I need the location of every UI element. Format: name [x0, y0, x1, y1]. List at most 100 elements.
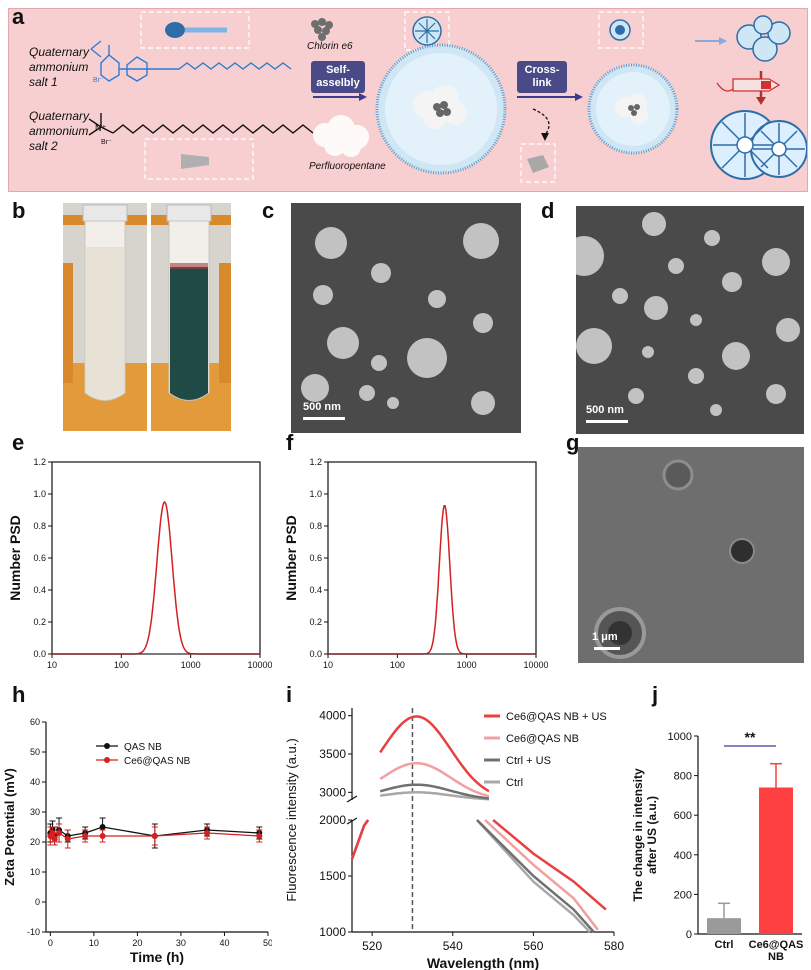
scale-bar-d: [586, 420, 628, 423]
panel-letter-e: e: [12, 430, 25, 455]
bar: [707, 918, 741, 934]
y-tick-label: 60: [30, 717, 40, 727]
y-tick-label: 0.6: [309, 553, 322, 563]
chart-f: 0.00.20.40.60.81.01.210100100010000Size …: [283, 457, 548, 670]
data-point: [99, 833, 106, 839]
y-tick-label: 1000: [668, 731, 692, 743]
x-tick-label: 50: [263, 938, 272, 948]
legend-marker: [104, 757, 110, 763]
chart-h: -10 0 10 20 30 40 50 60 0 10 20 30 40 50 Time (h) Zeta …: [2, 717, 272, 965]
spectrum-peak: [380, 791, 490, 801]
panel-letter-a: a: [12, 4, 25, 29]
y-tick-label: 0.0: [309, 649, 322, 659]
series-line: [49, 831, 260, 841]
self-assembly-step: Self-asselbly: [311, 61, 365, 93]
y-tick-label: 0.2: [309, 617, 322, 627]
psd-curve: [52, 500, 260, 655]
schematic-panel: Quaternary ammonium salt 1 Quaternary am…: [8, 8, 808, 192]
y-tick-label: -10: [27, 927, 40, 937]
spectrum-peak: [379, 783, 490, 800]
scale-bar-g: [594, 647, 620, 650]
panel-letter-d: d: [541, 198, 555, 223]
data-point: [82, 833, 89, 839]
scale-label-d: 500 nm: [586, 404, 624, 416]
y-tick-label: 0: [686, 929, 692, 941]
y-tick-label: 1000: [319, 925, 346, 939]
x-tick-label: 10: [323, 660, 333, 670]
n-plus-label: N⁺: [95, 123, 107, 133]
y-tick-label: 1.2: [309, 457, 322, 467]
br-label-1: Br⁻: [93, 77, 104, 84]
x-tick-label: 10000: [247, 660, 272, 670]
y-tick-label: 10: [30, 867, 40, 877]
sem-image-c: 500 nm: [291, 203, 521, 433]
scale-label-g: 1 μm: [592, 631, 618, 643]
x-tick-label: 0: [48, 938, 53, 948]
y-tick-label: 0.2: [33, 617, 46, 627]
salt2-label: Quaternary ammonium salt 2: [29, 109, 90, 153]
y-tick-label: 30: [30, 807, 40, 817]
data-point: [64, 836, 71, 842]
x-tick-label: 10: [47, 660, 57, 670]
sem-image-d: 500 nm: [576, 206, 804, 434]
spectrum-peak: [379, 715, 490, 793]
optical-image-g: 1 μm: [578, 447, 804, 663]
legend-label: Ce6@QAS NB: [506, 733, 579, 745]
significance-label: **: [745, 729, 756, 745]
x-axis-label: Time (h): [130, 949, 184, 965]
chart-e: 0.00.20.40.60.81.01.210100100010000Size …: [7, 457, 272, 670]
spectrum-tail: [476, 819, 595, 933]
y-tick-label: 0.8: [309, 521, 322, 531]
y-axis-label: Number PSD: [7, 515, 23, 601]
legend-label: Ctrl: [506, 777, 523, 789]
y-tick-label: 50: [30, 747, 40, 757]
spectrum-tail: [492, 819, 607, 911]
y-tick-label: 20: [30, 837, 40, 847]
chlorin-label: Chlorin e6: [307, 41, 353, 52]
x-tick-label: 1000: [457, 660, 477, 670]
y-tick-label: 0.6: [33, 553, 46, 563]
y-tick-label: 3000: [319, 785, 346, 799]
y-tick-label: 800: [674, 771, 692, 783]
x-tick-label: 100: [114, 660, 129, 670]
data-point: [99, 824, 106, 830]
y-tick-label: 2000: [319, 813, 346, 827]
y-tick-label: 200: [674, 889, 692, 901]
x-tick-label: 560: [523, 939, 543, 953]
data-point: [51, 836, 58, 842]
data-point: [204, 830, 211, 836]
spectrum-tail: [484, 819, 599, 931]
y-tick-label: 1.0: [309, 489, 322, 499]
y-tick-label: 40: [30, 777, 40, 787]
x-tick-label: 20: [132, 938, 142, 948]
y-tick-label: 600: [674, 810, 692, 822]
x-tick-label: 580: [604, 939, 624, 953]
legend-label: QAS NB: [124, 742, 162, 753]
pfp-label: Perfluoropentane: [309, 161, 386, 172]
x-tick-label: 1000: [181, 660, 201, 670]
data-point: [256, 833, 263, 839]
y-tick-label: 1.0: [33, 489, 46, 499]
x-tick-label: 10000: [523, 660, 548, 670]
y-tick-label: 1.2: [33, 457, 46, 467]
panel-letter-f: f: [286, 430, 294, 455]
y-tick-label: 0.8: [33, 521, 46, 531]
panel-letter-i: i: [286, 682, 293, 707]
x-tick-label: NB: [768, 951, 784, 963]
plot-frame: [327, 461, 537, 655]
axis-break-mark: [346, 817, 358, 825]
panel-letter-h: h: [12, 682, 26, 707]
schematic-drawing: [88, 11, 808, 183]
chart-j: 0 200 400 600 800 1000 The change in intensity…: [631, 729, 803, 963]
x-tick-label: 30: [176, 938, 186, 948]
tube-photo: [63, 203, 231, 431]
y-tick-label: 1500: [319, 869, 346, 883]
y-axis-label-line2: after US (a.u.): [645, 796, 659, 874]
data-point: [56, 830, 63, 836]
panel-letter-b: b: [12, 198, 26, 223]
legend-label: Ctrl + US: [506, 755, 551, 767]
data-point: [151, 833, 158, 839]
y-tick-label: 4000: [319, 709, 346, 723]
scale-label-c: 500 nm: [303, 401, 341, 413]
y-axis-label: Number PSD: [283, 515, 299, 601]
